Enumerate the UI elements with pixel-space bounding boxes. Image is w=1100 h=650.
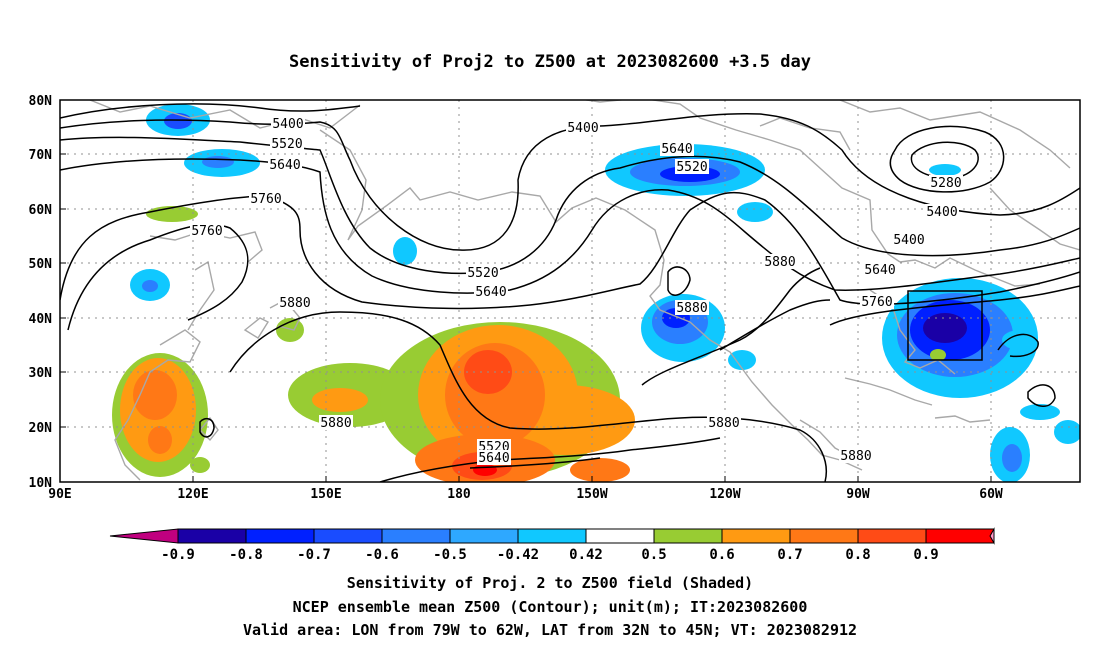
lat-tick-label: 10N bbox=[29, 476, 53, 491]
colorbar: -0.9 -0.8 -0.7 -0.6 -0.5 -0.42 0.42 0.5 0.6 0.7 0.… bbox=[109, 527, 995, 563]
contour-label-bg bbox=[566, 120, 600, 135]
contour-label-bg bbox=[268, 157, 302, 172]
colorbar-tick-label: 0.7 bbox=[777, 547, 802, 563]
contour-label-bg bbox=[466, 265, 500, 280]
lon-tick-label: 90W bbox=[846, 487, 870, 502]
contour-label: 5880 bbox=[279, 296, 310, 311]
colorbar-segment bbox=[925, 528, 995, 544]
valid-area-box bbox=[907, 290, 983, 361]
contour-label: 5640 bbox=[864, 263, 895, 278]
colorbar-tick-label: -0.5 bbox=[433, 547, 467, 563]
lat-tick-label: 60N bbox=[29, 203, 53, 218]
contour-label-bg bbox=[863, 262, 897, 277]
contour-label-bg bbox=[675, 159, 709, 174]
lon-tick-label: 180 bbox=[447, 487, 471, 502]
contour-label-bg bbox=[190, 223, 224, 238]
colorbar-segment bbox=[789, 528, 859, 544]
contour-label: 5280 bbox=[930, 176, 961, 191]
contour-label-bg bbox=[270, 136, 304, 151]
contour-label: 5760 bbox=[250, 192, 281, 207]
plot-frame bbox=[59, 99, 1081, 483]
lat-tick-label: 70N bbox=[29, 148, 53, 163]
contour-label-bg bbox=[249, 191, 283, 206]
contour-label-bg bbox=[477, 450, 511, 465]
contour-label-bg bbox=[660, 141, 694, 156]
lon-tick-label: 90E bbox=[48, 487, 71, 502]
contour-label-bg bbox=[839, 448, 873, 463]
colorbar-tick-label: -0.9 bbox=[161, 547, 195, 563]
contour-labels: 5400 5520 5640 5760 5760 5880 5400 5520 5640 5640… bbox=[190, 116, 963, 466]
contour-label-bg bbox=[675, 300, 709, 315]
lon-tick-label: 120W bbox=[709, 487, 740, 502]
contour-label: 5880 bbox=[840, 449, 871, 464]
colorbar-segment bbox=[653, 528, 723, 544]
colorbar-tick-label: 0.6 bbox=[709, 547, 734, 563]
contour-label: 5400 bbox=[567, 121, 598, 136]
lat-tick-label: 40N bbox=[29, 312, 53, 327]
lon-tick-label: 150E bbox=[310, 487, 341, 502]
caption-valid-area: Valid area: LON from 79W to 62W, LAT fro… bbox=[242, 621, 858, 639]
map-plot-area: 5400 5520 5640 5760 5760 5880 5400 5520 5640 5640… bbox=[60, 100, 1080, 482]
contour-label-bg bbox=[271, 116, 305, 131]
contour-label: 5400 bbox=[926, 205, 957, 220]
contour-label: 5760 bbox=[861, 295, 892, 310]
contour-label: 5880 bbox=[320, 416, 351, 431]
contour-label: 5520 bbox=[271, 137, 302, 152]
contour-label: 5400 bbox=[893, 233, 924, 248]
contour-label-bg bbox=[278, 295, 312, 310]
contour-label-bg bbox=[319, 415, 353, 430]
colorbar-tick-label: -0.6 bbox=[365, 547, 399, 563]
contour-label-bg bbox=[860, 294, 894, 309]
caption-shaded: Sensitivity of Proj. 2 to Z500 field (Sh… bbox=[346, 574, 754, 592]
colorbar-max-arrow bbox=[989, 527, 995, 545]
colorbar-tick-label: 0.8 bbox=[845, 547, 870, 563]
contour-label: 5520 bbox=[676, 160, 707, 175]
colorbar-segment bbox=[381, 528, 451, 544]
positive-sensitivity-shading bbox=[112, 206, 946, 482]
contour-label-bg bbox=[925, 204, 959, 219]
longitude-axis: 90E 120E 150E 180 150W 120W 90W 60W bbox=[48, 476, 1003, 502]
lat-tick-label: 30N bbox=[29, 366, 53, 381]
colorbar-segment bbox=[721, 528, 791, 544]
colorbar-tick-label: 0.42 bbox=[569, 547, 603, 563]
contour-label: 5880 bbox=[676, 301, 707, 316]
colorbar-segment bbox=[857, 528, 927, 544]
lon-tick-label: 60W bbox=[979, 487, 1003, 502]
colorbar-tick-label: 0.5 bbox=[641, 547, 666, 563]
contour-label-bg bbox=[763, 254, 797, 269]
colorbar-tick-label: -0.7 bbox=[297, 547, 331, 563]
contour-label-bg bbox=[929, 175, 963, 190]
contour-label-bg bbox=[474, 284, 508, 299]
colorbar-min-arrow bbox=[109, 528, 179, 544]
figure-title: Sensitivity of Proj2 to Z500 at 20230826… bbox=[289, 52, 811, 72]
contour-label-bg bbox=[707, 415, 741, 430]
lat-tick-label: 50N bbox=[29, 257, 53, 272]
contour-label: 5640 bbox=[478, 451, 509, 466]
contour-label: 5760 bbox=[191, 224, 222, 239]
latitude-axis: 80N 70N 60N 50N 40N 30N 20N 10N bbox=[29, 94, 66, 491]
contour-label: 5640 bbox=[661, 142, 692, 157]
contour-label: 5400 bbox=[272, 117, 303, 132]
colorbar-segment bbox=[517, 528, 587, 544]
contour-label: 5520 bbox=[467, 266, 498, 281]
lon-tick-label: 150W bbox=[576, 487, 607, 502]
colorbar-segment bbox=[245, 528, 315, 544]
colorbar-segment bbox=[177, 528, 247, 544]
colorbar-segment bbox=[313, 528, 383, 544]
contour-label: 5640 bbox=[475, 285, 506, 300]
caption-contour: NCEP ensemble mean Z500 (Contour); unit(… bbox=[292, 598, 808, 616]
contour-label-bg bbox=[892, 232, 926, 247]
contour-label: 5880 bbox=[708, 416, 739, 431]
colorbar-tick-label: -0.42 bbox=[497, 547, 539, 563]
colorbar-tick-label: -0.8 bbox=[229, 547, 263, 563]
contour-label: 5880 bbox=[764, 255, 795, 270]
lat-tick-label: 20N bbox=[29, 421, 53, 436]
contour-label: 5640 bbox=[269, 158, 300, 173]
lat-tick-label: 80N bbox=[29, 94, 53, 109]
colorbar-tick-label: 0.9 bbox=[913, 547, 938, 563]
colorbar-segment bbox=[449, 528, 519, 544]
lon-tick-label: 120E bbox=[177, 487, 208, 502]
colorbar-segment bbox=[585, 528, 655, 544]
